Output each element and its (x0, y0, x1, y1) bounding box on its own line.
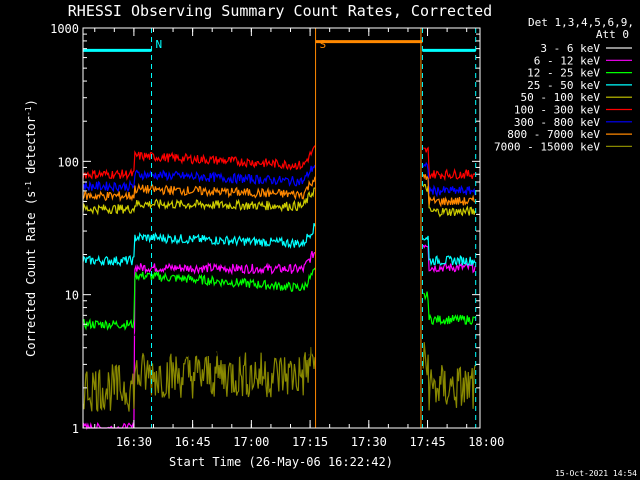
x-tick-label-1630: 16:30 (116, 435, 152, 449)
legend-label-5: 50 - 100 keV (521, 91, 601, 104)
series-line-1-detail (134, 320, 315, 362)
series-line-1-segment-2 (422, 300, 476, 361)
series-line-4-segment-2 (422, 235, 476, 267)
series-line-3-segment-1 (82, 267, 316, 331)
series-line-4-segment-1 (82, 223, 316, 268)
series-line-5-segment-1 (82, 187, 316, 216)
series-line-9-segment-2 (422, 342, 476, 411)
legend-label-3: 12 - 25 keV (527, 67, 600, 80)
legend-label-1: 3 - 6 keV (540, 42, 600, 55)
series-line-8-segment-1 (82, 176, 316, 203)
y-tick-label-1: 1 (72, 422, 79, 436)
x-tick-label-1715: 17:15 (292, 435, 328, 449)
legend-label-7: 300 - 800 keV (514, 116, 600, 129)
axes: 1 10 100 1000 16:30 16:45 17:00 17:15 17:30 17:45… (50, 22, 504, 449)
event-marker-label-2: S (320, 38, 327, 51)
series-line-2-segment-2 (422, 244, 476, 274)
x-tick-label-1745: 17:45 (409, 435, 445, 449)
series-line-8-segment-2 (422, 174, 476, 208)
x-axis-label: Start Time (26-May-06 16:22:42) (169, 455, 393, 469)
y-tick-label-10: 10 (65, 289, 79, 303)
plot-frame (82, 27, 481, 429)
x-tick-label-1645: 16:45 (175, 435, 211, 449)
series-line-7-segment-2 (422, 161, 476, 198)
event-marker-label-1: N (156, 38, 163, 51)
series-line-6-segment-2 (423, 146, 476, 182)
legend-label-6: 100 - 300 keV (514, 104, 600, 117)
x-tick-label-1800: 18:00 (468, 435, 504, 449)
y-axis-label: Corrected Count Rate (s-1 detector-1) (24, 99, 39, 357)
series-line-6-segment-1 (82, 145, 316, 181)
x-tick-label-1700: 17:00 (233, 435, 269, 449)
legend-header-1: Det 1,3,4,5,6,9, (528, 16, 634, 29)
series-line-5-segment-2 (422, 184, 476, 218)
y-tick-label-1000: 1000 (50, 22, 79, 36)
y-tick-label-100: 100 (57, 155, 79, 169)
series-line-3-segment-2 (423, 291, 476, 326)
x-tick-label-1730: 17:30 (351, 435, 387, 449)
footer-date: 15-Oct-2021 14:54 (555, 469, 637, 478)
series-line-9-segment-1 (82, 346, 316, 412)
legend-label-9: 7000 - 15000 keV (494, 140, 600, 153)
legend-label-2: 6 - 12 keV (534, 54, 601, 67)
series-line-7-segment-1 (82, 164, 316, 193)
legend-label-8: 800 - 7000 keV (507, 128, 600, 141)
legend-label-4: 25 - 50 keV (527, 79, 600, 92)
chart-title: RHESSI Observing Summary Count Rates, Co… (68, 2, 492, 20)
legend-header-2: Att 0 (596, 28, 629, 41)
